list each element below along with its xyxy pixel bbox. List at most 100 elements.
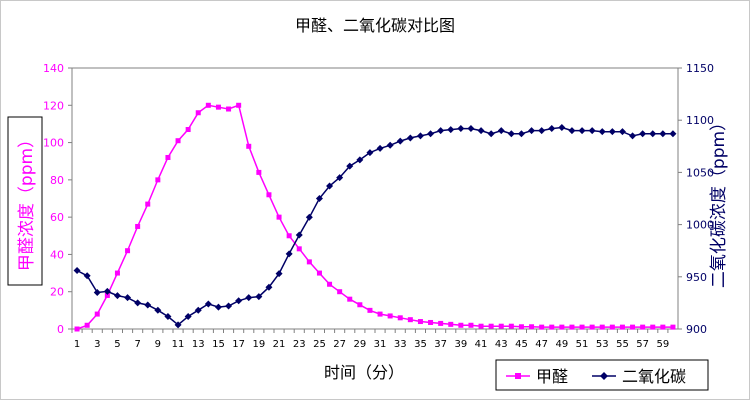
x-tick-label: 49 xyxy=(555,339,568,350)
x-tick-label: 15 xyxy=(212,339,225,350)
data-point xyxy=(377,311,383,317)
x-tick-label: 9 xyxy=(155,339,161,350)
data-point xyxy=(438,320,444,326)
data-point xyxy=(83,272,91,280)
x-tick-label: 33 xyxy=(394,339,407,350)
data-point xyxy=(93,288,101,296)
data-point xyxy=(336,174,344,182)
data-point xyxy=(437,127,445,135)
data-point xyxy=(428,319,434,325)
data-point xyxy=(204,300,212,308)
data-point xyxy=(488,323,494,329)
data-point xyxy=(276,214,282,220)
x-tick-label: 5 xyxy=(114,339,120,350)
data-point xyxy=(174,321,182,329)
data-point xyxy=(135,223,141,229)
data-point xyxy=(660,324,666,330)
x-tick-label: 41 xyxy=(475,339,488,350)
right-tick-label: 1150 xyxy=(686,62,714,75)
data-point xyxy=(528,127,536,135)
data-point xyxy=(184,312,192,320)
data-point xyxy=(316,270,322,276)
x-tick-label: 17 xyxy=(232,339,245,350)
x-axis-ticks: 1 3 5 7 9 11 13 15 17 19 21 23 25 27 29 31 33 35 37 39 41 43 4… xyxy=(71,329,669,350)
data-point xyxy=(548,125,556,133)
data-point xyxy=(396,137,404,145)
data-point xyxy=(236,102,242,108)
x-tick-label: 31 xyxy=(374,339,387,350)
data-point xyxy=(447,126,455,134)
data-point xyxy=(387,313,393,319)
data-point xyxy=(448,321,454,327)
data-point xyxy=(246,143,252,149)
data-point xyxy=(517,130,525,138)
data-point xyxy=(507,130,515,138)
x-tick-label: 59 xyxy=(656,339,669,350)
left-tick-label: 80 xyxy=(50,174,64,187)
series-layer xyxy=(73,102,677,332)
data-point xyxy=(487,130,495,138)
x-tick-label: 43 xyxy=(495,339,508,350)
data-point xyxy=(155,177,161,183)
data-point xyxy=(376,144,384,152)
left-tick-label: 140 xyxy=(43,62,64,75)
x-tick-label: 53 xyxy=(596,339,609,350)
data-point xyxy=(588,127,596,135)
x-tick-label: 45 xyxy=(515,339,528,350)
right-tick-label: 950 xyxy=(686,271,707,284)
right-tick-label: 900 xyxy=(686,323,707,336)
left-axis-ticks: 0 20 40 60 80 100 120 140 xyxy=(43,62,72,336)
data-point xyxy=(103,287,111,295)
data-point xyxy=(306,259,312,265)
x-tick-label: 23 xyxy=(293,339,306,350)
data-point xyxy=(508,323,514,329)
data-point xyxy=(629,132,637,140)
x-tick-label: 3 xyxy=(94,339,100,350)
data-point xyxy=(417,319,423,325)
series-co2 xyxy=(73,124,677,329)
data-point xyxy=(618,128,626,136)
data-point xyxy=(214,303,222,311)
data-point xyxy=(669,130,677,138)
data-point xyxy=(114,270,120,276)
x-tick-label: 57 xyxy=(636,339,649,350)
data-point xyxy=(599,324,605,330)
data-point xyxy=(640,324,646,330)
data-point xyxy=(650,324,656,330)
data-point xyxy=(164,312,172,320)
right-tick-label: 1050 xyxy=(686,166,714,179)
data-point xyxy=(315,195,323,202)
data-point xyxy=(194,306,202,314)
x-tick-label: 39 xyxy=(454,339,467,350)
legend-label-formaldehyde: 甲醛 xyxy=(536,367,568,386)
legend-marker-co2 xyxy=(600,372,608,380)
data-point xyxy=(579,324,585,330)
data-point xyxy=(94,311,100,317)
data-point xyxy=(73,267,81,275)
left-axis-label: 甲醛浓度（ppm） xyxy=(17,131,37,271)
data-point xyxy=(265,283,273,291)
data-point xyxy=(498,323,504,329)
x-tick-label: 13 xyxy=(192,339,205,350)
data-point xyxy=(416,132,424,140)
right-axis-label: 二氧化碳浓度（ppm） xyxy=(709,114,729,288)
data-point xyxy=(144,301,152,309)
data-point xyxy=(337,289,343,295)
x-tick-label: 47 xyxy=(535,339,548,350)
data-point xyxy=(559,324,565,330)
left-tick-label: 100 xyxy=(43,137,64,150)
right-tick-label: 1100 xyxy=(686,114,714,127)
data-point xyxy=(639,130,647,138)
data-point xyxy=(598,128,606,136)
data-point xyxy=(497,127,505,135)
data-point xyxy=(84,322,90,328)
data-point xyxy=(458,322,464,328)
x-tick-label: 19 xyxy=(252,339,265,350)
right-axis-ticks: 900 950 1000 1050 1100 1150 xyxy=(678,62,714,336)
series-formaldehyde xyxy=(74,102,676,332)
data-point xyxy=(256,169,262,175)
data-point xyxy=(670,324,676,330)
data-point xyxy=(467,125,475,133)
data-point xyxy=(346,162,354,170)
data-point xyxy=(275,270,283,278)
